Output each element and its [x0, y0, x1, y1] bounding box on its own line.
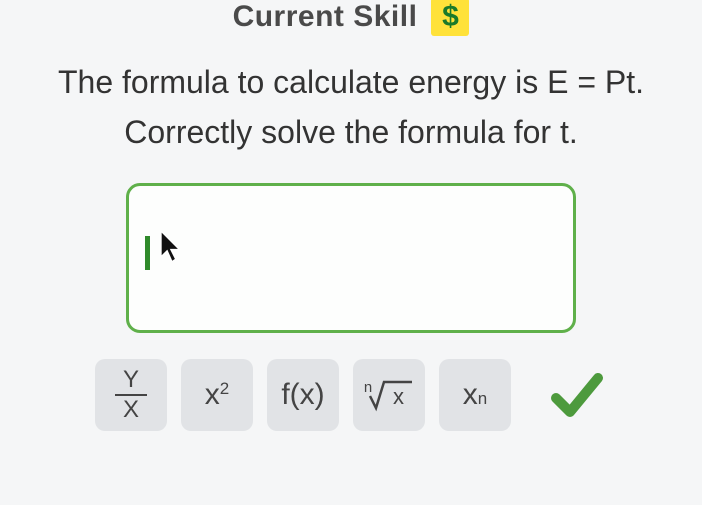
fraction-icon: Y X — [115, 368, 147, 422]
exponent-base: x — [205, 378, 220, 412]
cursor-icon — [159, 230, 185, 264]
subscript-sub: n — [478, 389, 487, 409]
subscript-base: x — [463, 378, 478, 412]
answer-input[interactable] — [126, 183, 576, 333]
header-row: Current Skill $ — [0, 0, 702, 36]
fraction-button[interactable]: Y X — [95, 359, 167, 431]
nth-root-button[interactable]: n x — [353, 359, 425, 431]
text-caret — [145, 236, 150, 270]
fraction-numerator: Y — [115, 368, 147, 396]
exponent-power: 2 — [220, 379, 229, 399]
function-label: f(x) — [281, 378, 324, 412]
skill-badge: $ — [431, 0, 469, 36]
exponent-button[interactable]: x2 — [181, 359, 253, 431]
question-line-1: The formula to calculate energy is E = P… — [18, 58, 684, 108]
current-skill-label: Current Skill — [233, 0, 418, 34]
question-block: The formula to calculate energy is E = P… — [0, 58, 702, 157]
submit-button[interactable] — [547, 365, 607, 425]
checkmark-icon — [550, 368, 604, 422]
fraction-denominator: X — [115, 396, 147, 422]
radical-icon: x — [368, 378, 414, 412]
root-index: n — [364, 379, 372, 396]
root-icon: n x — [364, 378, 414, 412]
subscript-button[interactable]: xn — [439, 359, 511, 431]
root-radicand: x — [393, 384, 404, 409]
math-toolbar: Y X x2 f(x) n x xn — [0, 359, 702, 431]
function-button[interactable]: f(x) — [267, 359, 339, 431]
question-line-2: Correctly solve the formula for t. — [18, 108, 684, 158]
